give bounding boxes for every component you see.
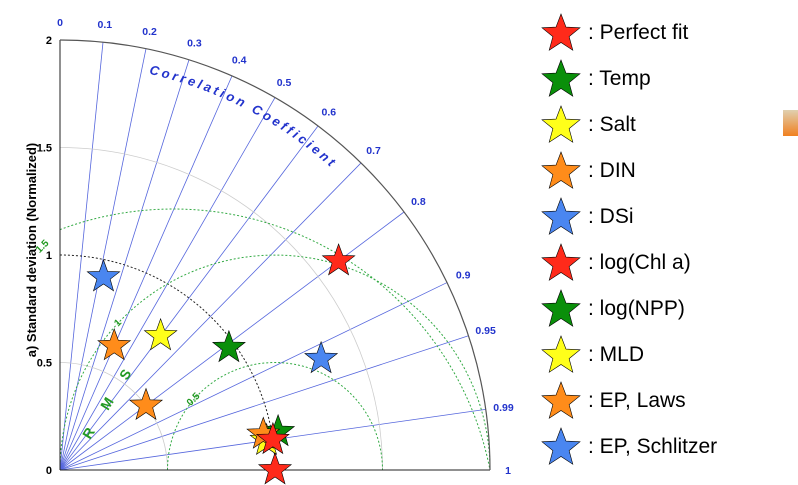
rms-circle xyxy=(59,208,491,471)
legend-star-shape xyxy=(541,151,581,189)
legend-star-icon xyxy=(541,197,581,235)
correlation-tick-label: 0.2 xyxy=(142,26,157,38)
correlation-tick-label: 0 xyxy=(57,17,63,29)
data-star xyxy=(143,317,178,351)
correlation-radial-line xyxy=(59,48,147,471)
data-star xyxy=(211,329,246,363)
cropped-image-fragment xyxy=(783,110,798,136)
legend-item: : DSi xyxy=(540,194,717,240)
legend-item: : Temp xyxy=(540,56,717,102)
legend-star-shape xyxy=(541,335,581,373)
data-star xyxy=(257,452,293,485)
outer-arc xyxy=(59,39,491,471)
data-star xyxy=(321,243,356,276)
legend-star-icon xyxy=(541,335,581,373)
legend-star-shape xyxy=(541,105,581,143)
correlation-radial-line xyxy=(59,162,362,471)
legend-label: : EP, Laws xyxy=(588,389,686,412)
correlation-tick-label: 0.3 xyxy=(187,38,202,50)
arc-label-path xyxy=(149,74,349,185)
legend-star-shape xyxy=(541,13,581,51)
data-star xyxy=(304,340,339,374)
legend-star-shape xyxy=(541,427,581,465)
legend-item: : DIN xyxy=(540,148,717,194)
std-tick-label: 0.5 xyxy=(37,358,52,370)
std-tick-label: 2 xyxy=(46,35,52,47)
correlation-tick-label: 0.1 xyxy=(97,19,112,31)
std-tick-label: 0 xyxy=(46,465,52,477)
correlation-tick-label: 0.5 xyxy=(277,77,292,89)
legend-item: : MLD xyxy=(540,332,717,378)
legend-label: : DSi xyxy=(588,205,634,228)
legend-label: : EP, Schlitzer xyxy=(588,435,718,458)
legend-label: : log(Chl a) xyxy=(588,251,691,274)
rms-label: R M S xyxy=(79,358,140,442)
rms-circle xyxy=(167,362,383,471)
legend: : Perfect fit : Temp : Salt : DIN : DSi : log… xyxy=(540,10,717,470)
legend-label: : log(NPP) xyxy=(588,297,685,320)
correlation-tick-label: 0.4 xyxy=(232,54,247,66)
legend-star-icon xyxy=(541,151,581,189)
legend-item: : Salt xyxy=(540,102,717,148)
legend-label: : MLD xyxy=(588,343,645,366)
correlation-radial-line xyxy=(59,125,319,471)
legend-star-shape xyxy=(541,243,581,281)
legend-item: : EP, Laws xyxy=(540,378,717,424)
legend-star-icon xyxy=(541,59,581,97)
std-tick-label: 1.5 xyxy=(37,143,52,155)
legend-star-shape xyxy=(541,381,581,419)
data-star xyxy=(86,259,121,292)
correlation-tick-label: 0.8 xyxy=(411,196,426,208)
correlation-tick-label: 0.99 xyxy=(493,402,514,414)
correlation-tick-label: 1 xyxy=(505,465,511,477)
correlation-tick-label: 0.95 xyxy=(475,325,496,337)
legend-item: : Perfect fit xyxy=(540,10,717,56)
std-arc xyxy=(59,362,168,471)
taylor-diagram: 00.511.520 0.10.20.30.40.50.60.70.80.90.9… xyxy=(24,17,514,485)
correlation-tick-label: 0.6 xyxy=(321,107,336,119)
correlation-arc-label: Correlation Coefficient xyxy=(148,62,340,171)
legend-star-icon xyxy=(541,289,581,327)
data-star xyxy=(255,421,290,455)
legend-item: : log(NPP) xyxy=(540,286,717,332)
legend-star-icon xyxy=(541,427,581,465)
legend-label: : Perfect fit xyxy=(588,21,689,44)
legend-label: : Temp xyxy=(588,67,651,90)
std-arc xyxy=(59,147,383,471)
data-star xyxy=(128,387,164,421)
legend-star-shape xyxy=(541,197,581,235)
legend-star-icon xyxy=(541,243,581,281)
marker-layer xyxy=(86,243,356,485)
legend-star-shape xyxy=(541,289,581,327)
legend-star-icon xyxy=(541,105,581,143)
std-tick-label: 1 xyxy=(46,250,52,262)
legend-label: : Salt xyxy=(588,113,636,136)
legend-star-icon xyxy=(541,13,581,51)
reference-std-arc xyxy=(59,254,276,471)
legend-label: : DIN xyxy=(588,159,636,182)
data-star xyxy=(97,328,132,361)
correlation-arc-text: Correlation Coefficient xyxy=(148,62,337,171)
y-axis-label: a) Standard deviation (Normalized) xyxy=(24,143,39,358)
grid-layer xyxy=(59,39,491,471)
legend-star-icon xyxy=(541,381,581,419)
correlation-tick-label: 0.9 xyxy=(456,270,471,282)
legend-item: : EP, Schlitzer xyxy=(540,424,717,470)
legend-item: : log(Chl a) xyxy=(540,240,717,286)
rms-circle xyxy=(59,254,491,471)
legend-star-shape xyxy=(541,59,581,97)
correlation-tick-label: 0.7 xyxy=(366,145,381,157)
